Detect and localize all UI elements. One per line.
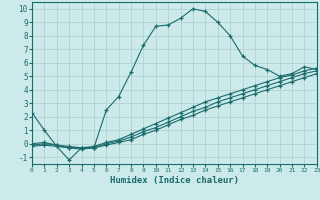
X-axis label: Humidex (Indice chaleur): Humidex (Indice chaleur) [110,176,239,185]
